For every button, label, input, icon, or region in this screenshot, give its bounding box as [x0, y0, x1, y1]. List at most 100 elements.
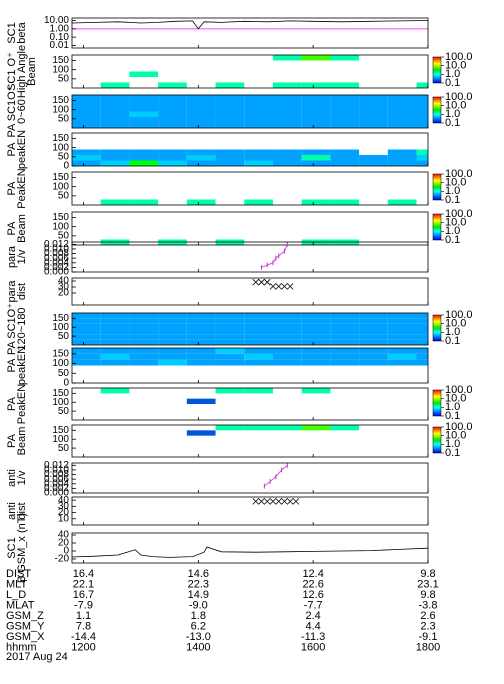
heat-cell: [100, 329, 130, 335]
heat-cell: [330, 359, 360, 366]
ephemeris-value: 1400: [186, 641, 210, 653]
y-tick-label: 0.01: [50, 40, 70, 51]
heat-cell: [330, 329, 360, 335]
ephemeris-value: -9.1: [419, 631, 438, 643]
y-tick-label: 50: [58, 151, 70, 162]
y-tick-label: 50: [58, 443, 70, 454]
heat-cell: [215, 388, 245, 394]
heat-cell: [186, 155, 216, 161]
heat-cell: [272, 313, 302, 319]
ephemeris-value: 1800: [416, 641, 440, 653]
colorbar-tick-label: 100.0: [445, 91, 473, 103]
heat-cell: [215, 117, 245, 123]
panel-frame: [71, 94, 429, 129]
heat-cell: [359, 155, 388, 161]
heat-cell: [330, 323, 360, 329]
heat-cell: [416, 323, 428, 329]
y-axis-label: anti: [6, 469, 18, 487]
y-axis-label: PA SC1O⁺: [6, 85, 18, 137]
heat-cell: [158, 313, 187, 319]
heat-cell: [186, 359, 216, 366]
heat-cell: [244, 318, 273, 324]
panel-frame: [71, 132, 429, 167]
heat-cell: [72, 155, 101, 161]
ephemeris-value: 9.8: [420, 568, 435, 580]
heat-cell: [215, 111, 245, 117]
heat-cell: [100, 117, 130, 123]
heat-cell: [272, 95, 302, 101]
heat-cell: [129, 160, 159, 166]
y-tick-label: 50: [58, 368, 70, 379]
ephemeris-label: MLAT: [6, 599, 35, 611]
heat-cell: [72, 106, 101, 112]
heat-cell: [359, 339, 388, 345]
heat-cell: [244, 160, 273, 166]
heat-cell: [244, 95, 273, 101]
x-marker: [252, 498, 260, 505]
heat-cell: [272, 82, 302, 88]
heat-cell: [215, 95, 245, 101]
y-tick-label: 150: [52, 425, 69, 436]
ephemeris-value: -7.9: [74, 599, 93, 611]
y-axis-label: PA SC1O⁺: [6, 303, 18, 355]
heat-cell: [100, 122, 130, 128]
heat-cell: [186, 329, 216, 335]
x-marker: [286, 283, 294, 290]
heat-cell: [158, 149, 187, 155]
heat-cell: [72, 160, 101, 166]
panel-frame: [71, 171, 429, 206]
heat-cell: [359, 359, 388, 366]
y-axis-label: PA: [6, 221, 18, 236]
colorbar-tick-label: 1.0: [445, 68, 460, 80]
heat-cell: [359, 117, 388, 123]
y-tick-label: 0.008: [44, 248, 69, 259]
y-tick-label: 40: [58, 276, 70, 287]
ephemeris-value: 6.2: [191, 620, 206, 632]
heat-cell: [301, 155, 331, 161]
heat-cell: [186, 117, 216, 123]
heat-cell: [100, 149, 130, 155]
heat-cell: [129, 348, 159, 354]
heat-cell: [158, 117, 187, 123]
heat-cell: [272, 155, 302, 161]
heat-cell: [416, 82, 428, 88]
colorbar-tick-label: 1.0: [445, 401, 460, 413]
heat-cell: [244, 111, 273, 117]
heat-cell: [244, 359, 273, 366]
heat-cell: [186, 100, 216, 106]
heat-cell: [186, 95, 216, 101]
heat-cell: [129, 318, 159, 324]
y-axis-label: PA: [6, 358, 18, 373]
x-marker: [286, 498, 294, 505]
heat-cell: [301, 117, 331, 123]
heat-cell: [272, 348, 302, 354]
panel-frame: [71, 54, 429, 89]
heat-cell: [215, 353, 245, 360]
ephemeris-value: 1.1: [76, 610, 91, 622]
heat-cell: [416, 353, 428, 360]
heat-cell: [387, 334, 417, 340]
heat-cell: [100, 160, 130, 166]
y-axis-label: PA: [6, 142, 18, 157]
heat-cell: [215, 106, 245, 112]
heat-cell: [100, 359, 130, 366]
heat-cell: [387, 122, 417, 128]
y-tick-label: 100: [52, 322, 69, 333]
y-tick-label: 20: [58, 538, 70, 549]
heat-cell: [272, 318, 302, 324]
colorbar-tick-label: 10.0: [445, 318, 466, 330]
y-axis-label: dist: [16, 502, 28, 519]
heat-cell: [301, 359, 331, 366]
heat-cell: [244, 339, 273, 345]
heat-cell: [158, 122, 187, 128]
heat-cell: [272, 111, 302, 117]
heat-cell: [330, 122, 360, 128]
panel-frame: [71, 387, 429, 421]
y-axis-label: SC1: [6, 537, 18, 558]
heat-cell: [100, 111, 130, 117]
y-tick-label: 0: [63, 546, 69, 557]
heat-cell: [330, 55, 360, 61]
heat-cell: [359, 318, 388, 324]
heat-cell: [72, 149, 101, 155]
